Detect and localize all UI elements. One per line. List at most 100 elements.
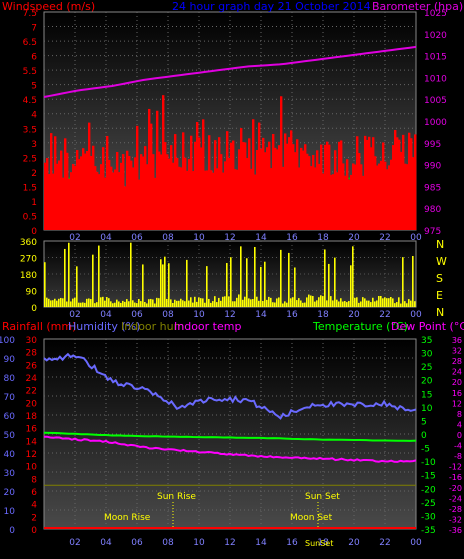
gust-bar bbox=[154, 177, 157, 230]
direction-bar bbox=[90, 299, 92, 307]
gust-bar bbox=[320, 144, 323, 230]
gust-bar bbox=[278, 145, 281, 230]
humidity-y-tick: 80 bbox=[4, 374, 16, 384]
direction-bar bbox=[168, 263, 170, 307]
wind-y-tick: 6.5 bbox=[23, 38, 37, 48]
temp-x-tick: 02 bbox=[69, 538, 80, 548]
gust-bar bbox=[302, 150, 305, 230]
wind-x-tick: 00 bbox=[410, 233, 422, 243]
direction-bar bbox=[248, 298, 250, 307]
gust-bar bbox=[410, 138, 413, 230]
gust-bar bbox=[370, 147, 373, 230]
gust-bar bbox=[282, 166, 285, 230]
gust-bar bbox=[170, 145, 173, 230]
gust-bar bbox=[136, 125, 139, 230]
direction-bar bbox=[48, 298, 50, 307]
gust-bar bbox=[64, 138, 67, 230]
humidity-y-tick: 100 bbox=[0, 336, 15, 346]
temp-x-tick: 16 bbox=[286, 538, 298, 548]
dir-y-tick: 360 bbox=[20, 238, 37, 248]
gust-bar bbox=[114, 169, 117, 230]
direction-bar bbox=[114, 302, 116, 307]
direction-bar bbox=[214, 296, 216, 307]
rain-y-tick: 8 bbox=[31, 475, 37, 485]
compass-label: E bbox=[436, 289, 443, 302]
gust-bar bbox=[262, 137, 265, 230]
sun-rise-label: Sun Rise bbox=[157, 492, 196, 502]
gust-bar bbox=[216, 168, 219, 230]
direction-bar bbox=[86, 298, 88, 307]
direction-bar bbox=[70, 301, 72, 307]
dew-y-tick: -4 bbox=[454, 442, 462, 451]
sun-set-label: Sun Set bbox=[305, 492, 340, 502]
direction-bar bbox=[124, 301, 126, 307]
direction-bar bbox=[100, 297, 102, 307]
direction-bar bbox=[128, 301, 130, 307]
gust-bar bbox=[174, 134, 177, 230]
direction-bar bbox=[280, 249, 282, 307]
direction-bar bbox=[46, 297, 48, 307]
direction-bar bbox=[270, 297, 272, 307]
direction-bar bbox=[50, 300, 52, 307]
temp-x-tick: 10 bbox=[193, 538, 205, 548]
gust-bar bbox=[68, 178, 71, 230]
dir-x-tick: 22 bbox=[379, 310, 390, 320]
gust-bar bbox=[330, 174, 333, 230]
wind-x-tick: 06 bbox=[131, 233, 143, 243]
dir-x-tick: 10 bbox=[193, 310, 205, 320]
compass-label: W bbox=[436, 255, 447, 268]
dir-x-tick: 00 bbox=[410, 310, 422, 320]
humidity-label: Humidity (%) bbox=[68, 320, 140, 333]
gust-bar bbox=[268, 141, 271, 230]
direction-bar bbox=[104, 300, 106, 307]
wind-y-tick: 7 bbox=[31, 24, 37, 34]
direction-bar bbox=[338, 301, 340, 307]
gust-bar bbox=[156, 110, 159, 230]
direction-bar bbox=[302, 302, 304, 307]
gust-bar bbox=[386, 169, 389, 230]
direction-bar bbox=[98, 245, 100, 307]
gust-bar bbox=[112, 172, 115, 230]
direction-bar bbox=[154, 303, 156, 307]
gust-bar bbox=[244, 142, 247, 230]
direction-bar bbox=[184, 301, 186, 307]
dewpoint-label: Dew Point (°C) bbox=[391, 320, 464, 333]
wind-x-tick: 22 bbox=[379, 233, 390, 243]
temp-y-tick: -10 bbox=[421, 458, 436, 468]
rainfall-label: Rainfall (mm) bbox=[2, 320, 76, 333]
gust-bar bbox=[408, 132, 411, 230]
dew-y-tick: 32 bbox=[452, 347, 462, 356]
direction-bar bbox=[360, 301, 362, 307]
barometer-line bbox=[43, 45, 417, 98]
gust-bar bbox=[412, 157, 415, 230]
wind-y-tick: 3 bbox=[31, 140, 37, 150]
wind-axes: 0 0.5 1 1.5 2 2.5 3 3.5 4 4.5 5 5.5 6 6.5 7 7.5 975 980 98… bbox=[23, 9, 448, 243]
gust-bar bbox=[336, 172, 339, 230]
direction-bar bbox=[362, 297, 364, 307]
humidity-y-tick: 60 bbox=[4, 412, 16, 422]
dir-x-tick: 04 bbox=[100, 310, 112, 320]
dir-x-tick: 06 bbox=[131, 310, 143, 320]
direction-bar bbox=[62, 298, 64, 307]
gust-bar bbox=[80, 156, 83, 230]
direction-bar bbox=[414, 301, 416, 307]
direction-bar bbox=[308, 294, 310, 307]
gust-bar bbox=[274, 147, 277, 230]
direction-bar bbox=[84, 302, 86, 307]
gust-bar bbox=[364, 135, 367, 230]
gust-bar bbox=[242, 142, 245, 230]
direction-bar bbox=[328, 263, 330, 307]
gust-bar bbox=[348, 179, 351, 230]
direction-bar bbox=[292, 297, 294, 307]
direction-bar bbox=[156, 297, 158, 307]
direction-bar bbox=[238, 294, 240, 307]
direction-bar bbox=[182, 300, 184, 307]
direction-bar bbox=[166, 298, 168, 307]
direction-bar bbox=[408, 299, 410, 307]
chart-title: 24 hour graph day 21 October 2014 bbox=[172, 0, 371, 13]
direction-bar bbox=[68, 242, 70, 307]
gust-bar bbox=[108, 159, 111, 230]
gust-bar bbox=[338, 141, 341, 230]
direction-bar bbox=[296, 300, 298, 307]
gust-bar bbox=[126, 150, 129, 230]
